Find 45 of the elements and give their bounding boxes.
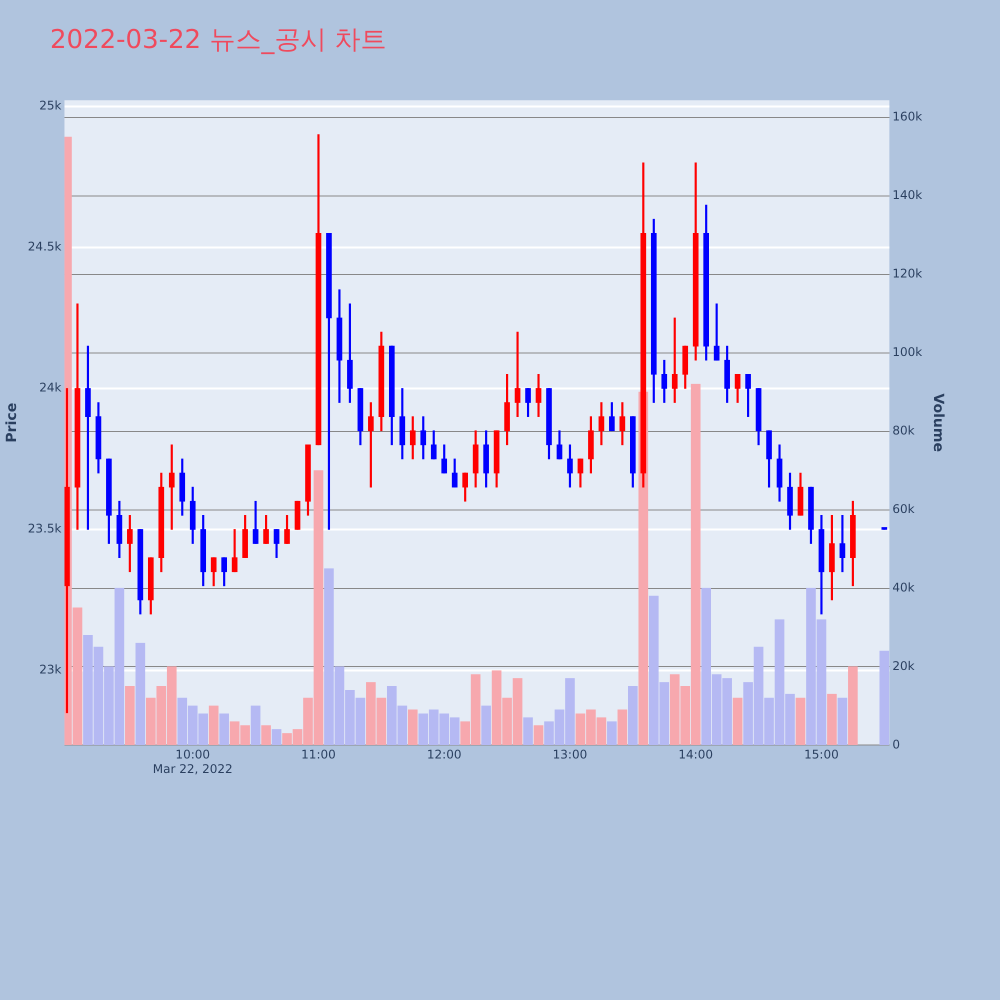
bar bbox=[879, 650, 890, 746]
bar bbox=[250, 706, 260, 746]
bar bbox=[534, 725, 544, 746]
y2-tick-label: 120k bbox=[892, 266, 922, 281]
candlestick bbox=[672, 318, 678, 403]
x-tick-label: 15:00 bbox=[804, 748, 839, 762]
bar bbox=[136, 642, 146, 746]
x-tick-label: 14:00 bbox=[678, 748, 713, 762]
bar bbox=[796, 698, 806, 746]
y2-tick-label: 100k bbox=[892, 344, 922, 359]
bar bbox=[125, 686, 135, 746]
x-tick-label: 10:00 Mar 22, 2022 bbox=[152, 748, 233, 776]
candlestick bbox=[168, 444, 175, 530]
y2-tick-label: 40k bbox=[892, 580, 915, 594]
y-tick-label: 24.5k bbox=[28, 240, 62, 254]
y2-tick-label: 0 bbox=[892, 737, 900, 752]
bar bbox=[272, 729, 282, 746]
y-tick-label: 23k bbox=[39, 662, 62, 677]
bar bbox=[408, 710, 418, 746]
bar bbox=[261, 725, 271, 746]
x-tick-label: 12:00 bbox=[426, 748, 462, 762]
y2-axis-title: Volume bbox=[930, 393, 946, 452]
bar bbox=[732, 698, 742, 746]
bar bbox=[481, 706, 491, 746]
bar bbox=[848, 666, 858, 746]
y-tick-label: 23.5k bbox=[28, 522, 62, 536]
bar bbox=[628, 686, 638, 746]
bar bbox=[618, 710, 628, 746]
y-axis-title: Price bbox=[4, 402, 20, 443]
bar bbox=[607, 721, 617, 746]
y2-tick-label: 160k bbox=[892, 110, 922, 124]
y2-tick-label: 80k bbox=[892, 423, 915, 438]
bar bbox=[208, 706, 219, 746]
x-tick-label: 11:00 bbox=[301, 748, 336, 762]
x-tick-label: 13:00 bbox=[552, 748, 588, 762]
y2-tick-label: 140k bbox=[892, 188, 922, 202]
chart-title: 2022-03-22 뉴스_공시 차트 bbox=[50, 24, 387, 57]
bar bbox=[838, 698, 848, 746]
y2-tick-label: 20k bbox=[892, 658, 915, 673]
y-tick-label: 24k bbox=[39, 380, 62, 395]
bar bbox=[219, 713, 229, 746]
y-tick-label: 25k bbox=[39, 98, 62, 113]
bar bbox=[827, 694, 837, 746]
bar bbox=[523, 717, 533, 746]
y2-tick-label: 60k bbox=[892, 502, 915, 516]
